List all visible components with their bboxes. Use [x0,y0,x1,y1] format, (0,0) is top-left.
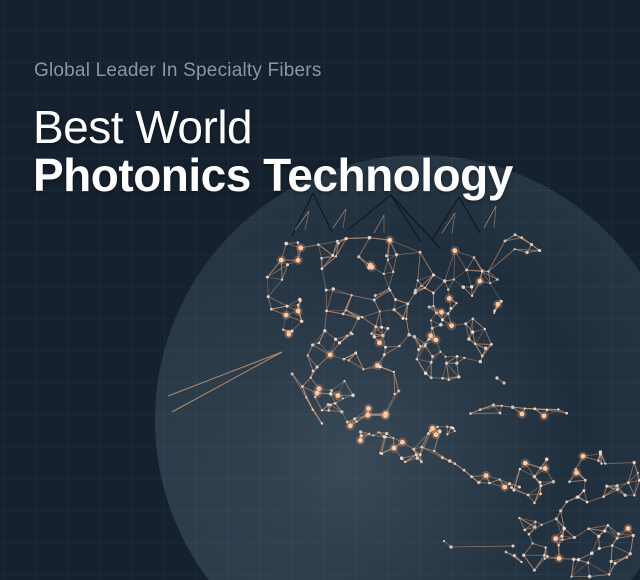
hero-title-line-2: Photonics Technology [33,149,513,202]
hero-title: Best World Photonics Technology [33,103,513,200]
hero-tagline: Global Leader In Specialty Fibers [34,60,322,81]
hero-title-line-1: Best World [33,100,253,153]
hero-text-block: Global Leader In Specialty Fibers Best W… [33,60,513,199]
